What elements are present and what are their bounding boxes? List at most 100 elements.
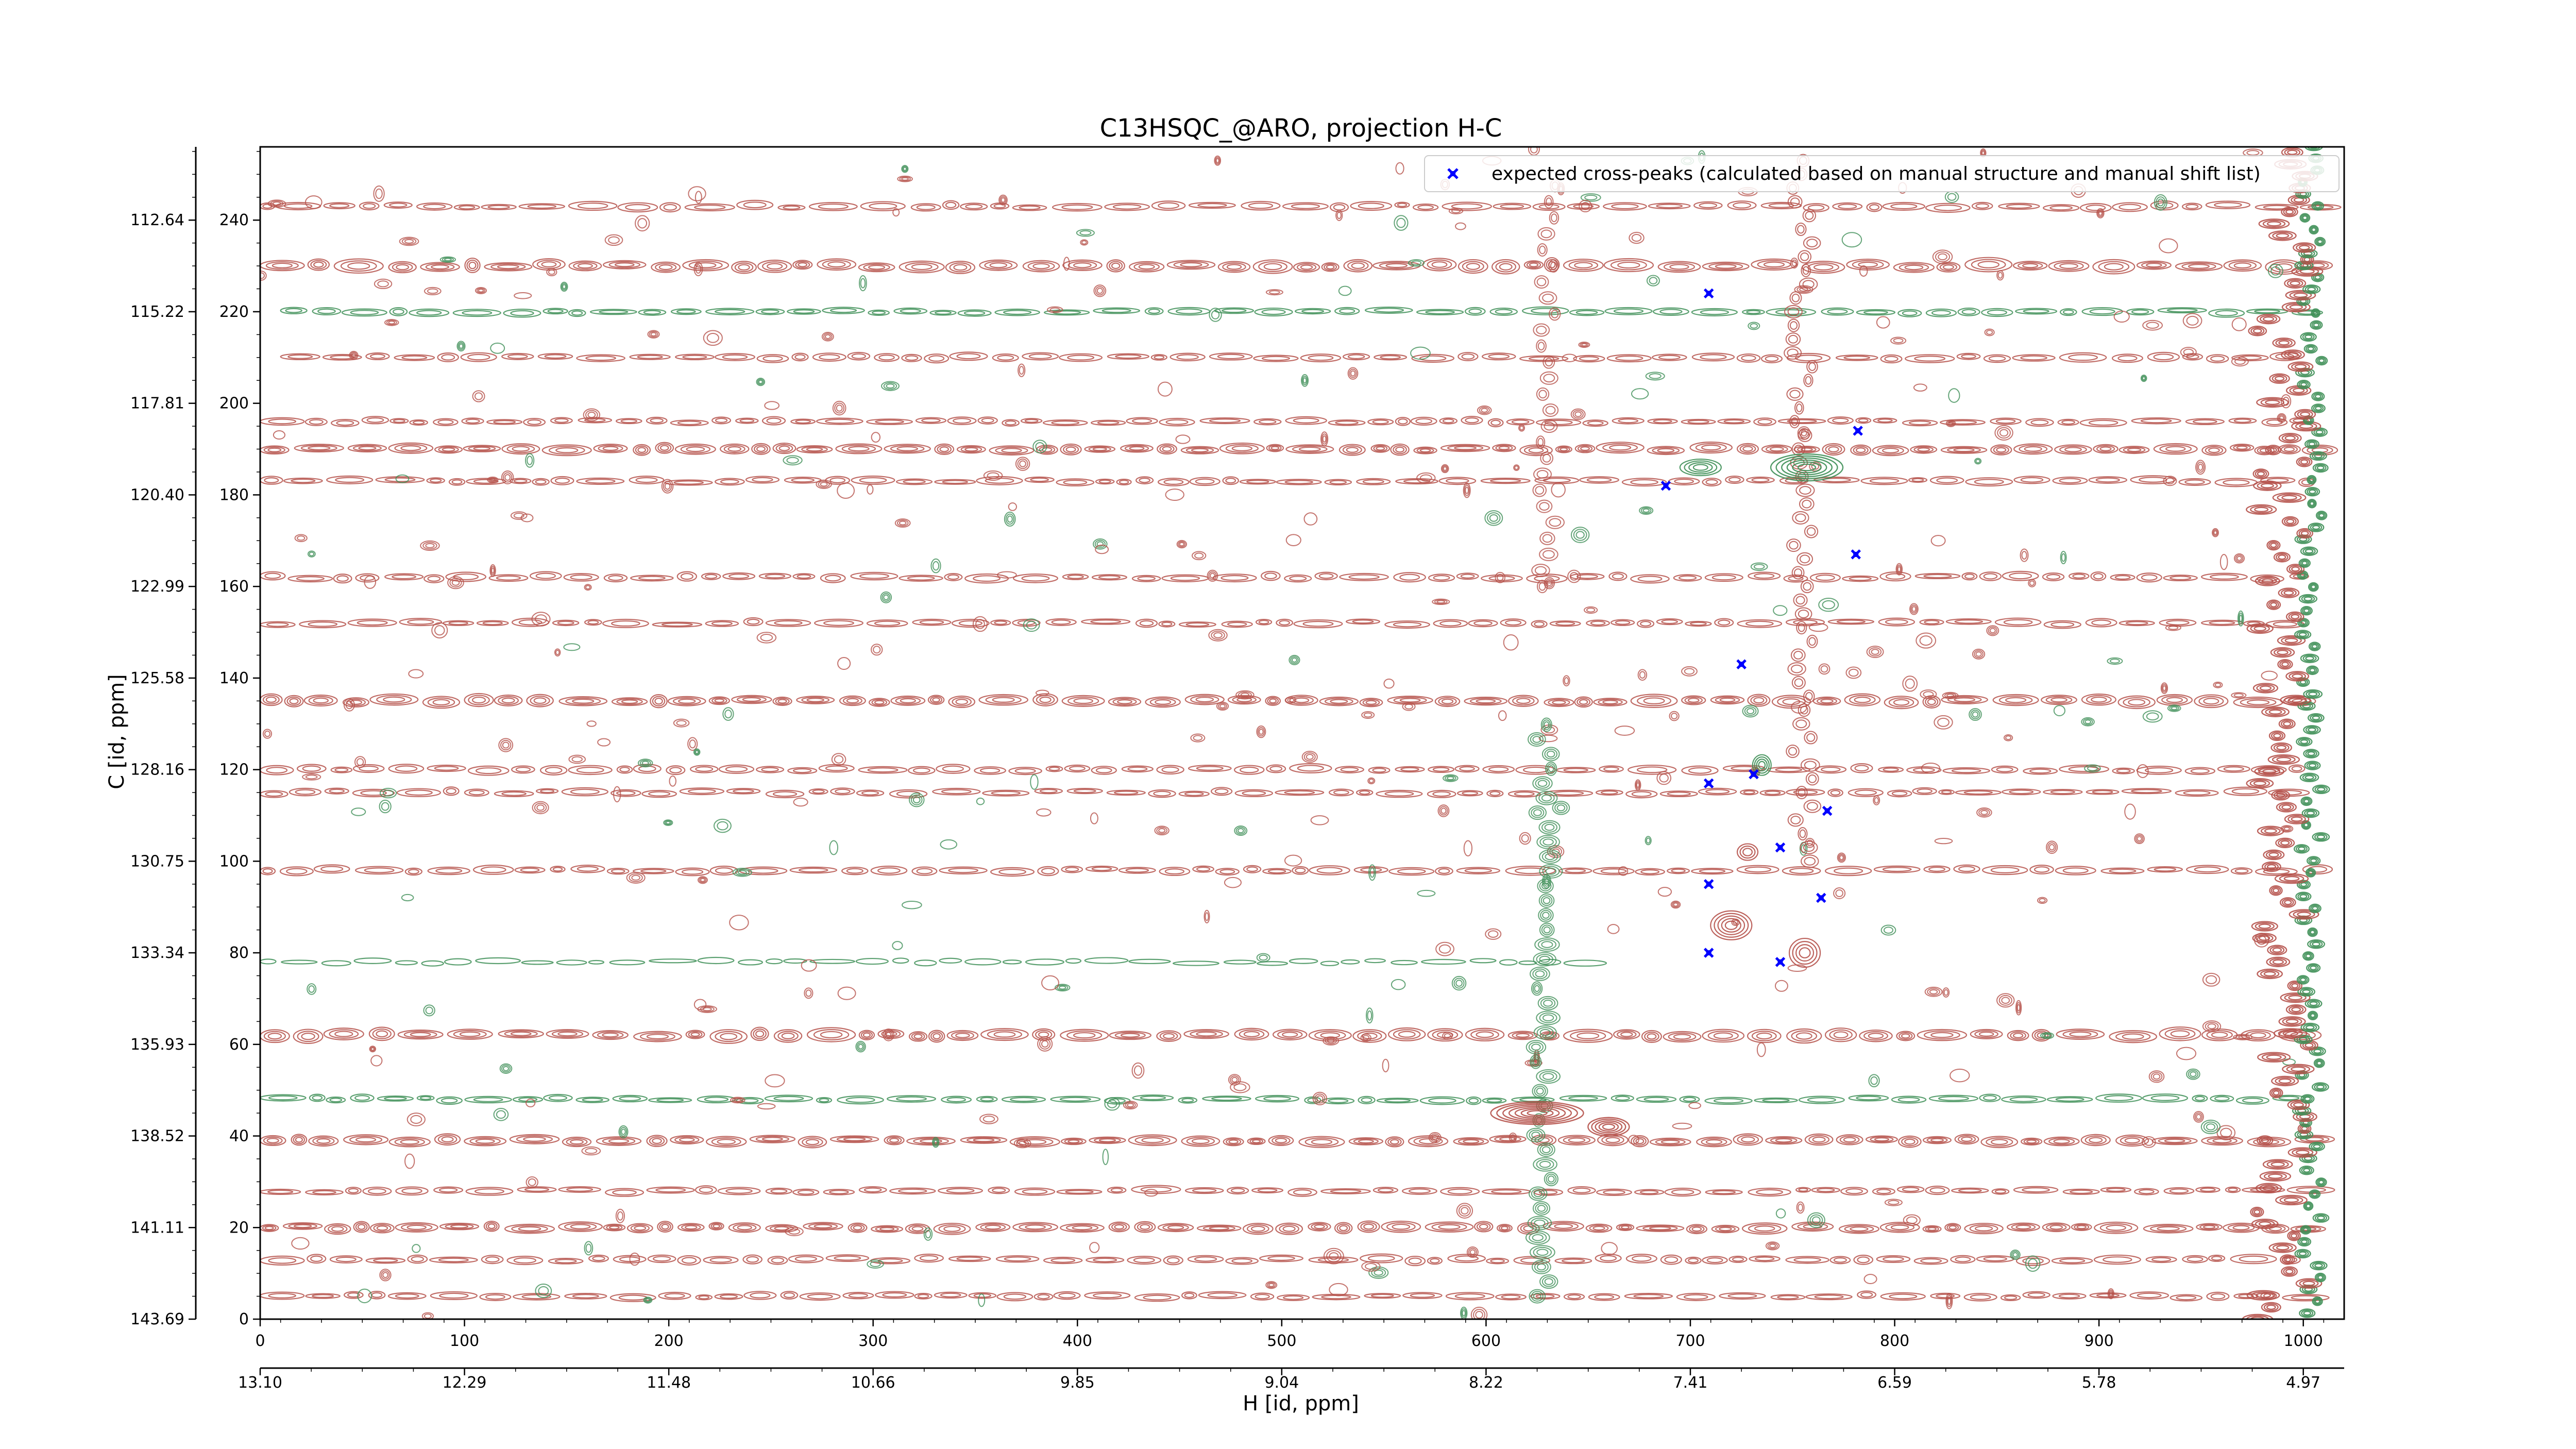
contour-ring [1266,444,1284,452]
contour-ring [2290,280,2300,287]
contour-ring [694,262,717,268]
contour-ring [2175,789,2219,797]
contour-ring [884,444,931,454]
contour-ring [2310,524,2323,531]
contour-ring [711,621,733,626]
contour-ring [1608,571,1628,581]
contour-ring [370,1055,383,1067]
contour-ring [2153,1073,2161,1080]
contour-ring [1247,1137,1266,1145]
contour-ring [1705,789,1730,795]
contour-ring [2143,1224,2194,1234]
contour-ring [1974,1030,1998,1038]
contour-ring [1194,552,1204,559]
contour-ring [1692,464,1708,471]
contour-ring [1532,736,1541,743]
contour-ring [1265,1281,1278,1289]
contour-ring [2153,443,2198,455]
contour-ring [1131,575,1161,582]
contour-ring [433,418,459,427]
contour-ring [296,576,325,581]
contour-ring [460,352,497,362]
contour-ring [1496,1102,1578,1124]
contour-ring [1760,201,1802,210]
contour-ring [2255,204,2299,211]
contour-ring [1194,1256,1217,1262]
contour-ring [355,573,380,583]
contour-ring [1934,838,1953,845]
contour-ring [1180,262,1202,267]
contour-ring [416,202,453,211]
contour-ring [773,1096,804,1101]
contour-ring [2300,332,2317,342]
contour-ring [555,447,579,453]
x-tick-label: 200 [654,1332,684,1350]
contour-ring [1541,794,1552,802]
contour-ring [2194,694,2229,709]
contour-ring [1213,632,1223,638]
contour-ring [291,478,316,483]
contour-ring [439,256,456,263]
contour-ring [1904,354,1955,363]
contour-ring [899,176,911,182]
contour-ring [2309,940,2323,948]
contour-ring [2228,261,2257,271]
contour-ring [433,1186,464,1194]
contour-ring [1659,309,1683,315]
contour-ring [1335,420,1359,425]
contour-ring [1624,1293,1673,1300]
contour-ring [1838,1224,1879,1234]
contour-ring [2313,393,2324,400]
contour-ring [1529,1186,1548,1201]
contour-ring [677,420,702,426]
contour-ring [459,1031,481,1037]
contour-ring [1964,1223,2004,1235]
contour-ring [1587,420,1604,426]
contour-ring [1312,1293,1361,1301]
contour-ring [2214,1096,2230,1101]
contour-ring [2268,1173,2283,1179]
contour-ring [1853,1254,1874,1265]
contour-ring [1239,479,1276,485]
contour-ring [646,1186,695,1194]
contour-ring [1191,551,1207,561]
contour-ring [2150,1225,2187,1233]
contour-ring [1539,836,1557,848]
contour-ring [1170,576,1200,581]
x-tick-label: 600 [1471,1332,1501,1350]
cross-peak-marker [1853,426,1863,436]
contour-ring [1314,1093,1326,1104]
contour-ring [1818,663,1831,675]
contour-ring [1256,953,1270,963]
contour-ring [1322,435,1327,443]
contour-ring [1620,1032,1633,1037]
contour-ring [2127,447,2142,452]
contour-ring [1020,418,1043,424]
contour-ring [267,447,282,452]
contour-ring [2285,209,2294,215]
contour-ring [1670,900,1681,909]
contour-ring [1798,703,1811,717]
contour-ring [1485,928,1502,940]
contour-ring [2141,574,2158,581]
contour-ring [1840,1187,1868,1196]
contour-ring [1568,1137,1586,1143]
contour-ring [1217,261,1251,273]
contour-ring [1367,418,1394,426]
contour-ring [2208,308,2245,318]
contour-ring [1705,479,1718,485]
contour-ring [925,1229,931,1239]
contour-ring [2205,446,2224,454]
y-tick-label: 180 [219,486,249,504]
contour-ring [2272,338,2296,348]
contour-ring [2295,891,2312,901]
contour-ring [1327,1038,1335,1043]
contour-ring [2214,682,2222,687]
contour-ring [1887,789,1912,798]
contour-ring [1197,203,1227,208]
contour-ring [1706,1257,1723,1263]
contour-ring [1518,960,1537,966]
y-ppm-tick-label: 133.34 [130,944,184,962]
contour-ring [792,1188,820,1196]
contour-ring [1295,867,1306,873]
